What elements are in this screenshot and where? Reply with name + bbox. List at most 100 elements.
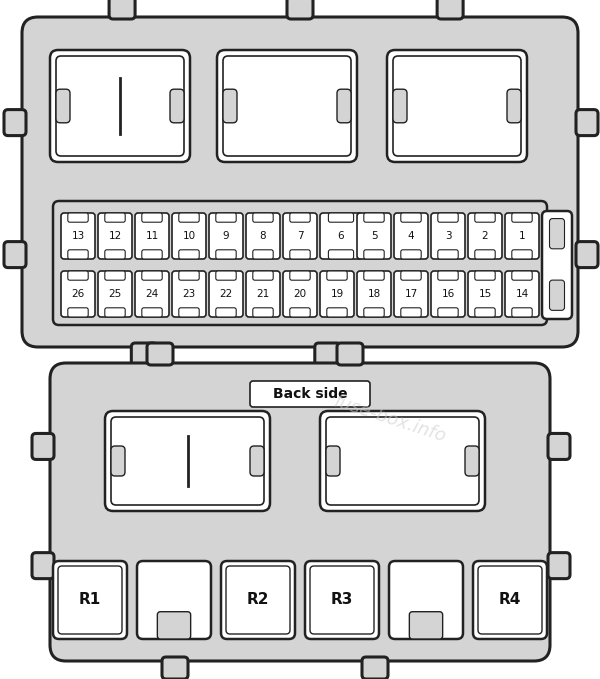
FancyBboxPatch shape	[223, 89, 237, 123]
FancyBboxPatch shape	[172, 213, 206, 259]
FancyBboxPatch shape	[53, 201, 547, 325]
FancyBboxPatch shape	[105, 411, 270, 511]
FancyBboxPatch shape	[283, 271, 317, 317]
FancyBboxPatch shape	[32, 553, 54, 579]
Text: 6: 6	[338, 231, 344, 241]
FancyBboxPatch shape	[68, 213, 88, 222]
FancyBboxPatch shape	[357, 213, 391, 259]
FancyBboxPatch shape	[512, 213, 532, 222]
FancyBboxPatch shape	[253, 271, 273, 280]
FancyBboxPatch shape	[137, 561, 211, 639]
FancyBboxPatch shape	[250, 381, 370, 407]
FancyBboxPatch shape	[548, 553, 570, 579]
FancyBboxPatch shape	[56, 89, 70, 123]
FancyBboxPatch shape	[468, 213, 502, 259]
FancyBboxPatch shape	[438, 308, 458, 317]
FancyBboxPatch shape	[401, 308, 421, 317]
FancyBboxPatch shape	[56, 56, 184, 156]
FancyBboxPatch shape	[326, 417, 479, 505]
FancyBboxPatch shape	[105, 308, 125, 317]
FancyBboxPatch shape	[320, 271, 354, 317]
FancyBboxPatch shape	[170, 89, 184, 123]
FancyBboxPatch shape	[550, 280, 565, 310]
FancyBboxPatch shape	[287, 0, 313, 19]
FancyBboxPatch shape	[221, 561, 295, 639]
FancyBboxPatch shape	[111, 417, 264, 505]
FancyBboxPatch shape	[576, 109, 598, 136]
FancyBboxPatch shape	[162, 657, 188, 679]
Text: 22: 22	[220, 289, 233, 299]
FancyBboxPatch shape	[512, 271, 532, 280]
Text: 5: 5	[371, 231, 377, 241]
Text: 10: 10	[182, 231, 196, 241]
FancyBboxPatch shape	[475, 308, 495, 317]
FancyBboxPatch shape	[475, 271, 495, 280]
FancyBboxPatch shape	[105, 213, 125, 222]
FancyBboxPatch shape	[217, 50, 357, 162]
FancyBboxPatch shape	[68, 308, 88, 317]
FancyBboxPatch shape	[131, 343, 157, 365]
FancyBboxPatch shape	[438, 250, 458, 259]
FancyBboxPatch shape	[438, 213, 458, 222]
FancyBboxPatch shape	[253, 250, 273, 259]
FancyBboxPatch shape	[364, 308, 384, 317]
FancyBboxPatch shape	[250, 446, 264, 476]
Text: 21: 21	[256, 289, 269, 299]
Text: 9: 9	[223, 231, 229, 241]
FancyBboxPatch shape	[111, 446, 125, 476]
FancyBboxPatch shape	[401, 250, 421, 259]
Text: R2: R2	[247, 593, 269, 608]
FancyBboxPatch shape	[179, 213, 199, 222]
FancyBboxPatch shape	[53, 561, 127, 639]
FancyBboxPatch shape	[157, 612, 191, 639]
FancyBboxPatch shape	[135, 271, 169, 317]
FancyBboxPatch shape	[438, 271, 458, 280]
Text: 8: 8	[260, 231, 266, 241]
FancyBboxPatch shape	[216, 250, 236, 259]
Text: R4: R4	[499, 593, 521, 608]
FancyBboxPatch shape	[465, 446, 479, 476]
Text: R1: R1	[79, 593, 101, 608]
FancyBboxPatch shape	[283, 213, 317, 259]
FancyBboxPatch shape	[505, 271, 539, 317]
FancyBboxPatch shape	[179, 250, 199, 259]
FancyBboxPatch shape	[98, 213, 132, 259]
FancyBboxPatch shape	[542, 211, 572, 319]
FancyBboxPatch shape	[507, 89, 521, 123]
FancyBboxPatch shape	[548, 433, 570, 460]
FancyBboxPatch shape	[326, 446, 340, 476]
FancyBboxPatch shape	[431, 271, 465, 317]
FancyBboxPatch shape	[179, 271, 199, 280]
Text: 1: 1	[518, 231, 526, 241]
FancyBboxPatch shape	[364, 250, 384, 259]
FancyBboxPatch shape	[362, 657, 388, 679]
FancyBboxPatch shape	[337, 89, 351, 123]
Text: 20: 20	[293, 289, 307, 299]
FancyBboxPatch shape	[387, 50, 527, 162]
FancyBboxPatch shape	[32, 433, 54, 460]
FancyBboxPatch shape	[105, 250, 125, 259]
FancyBboxPatch shape	[512, 308, 532, 317]
FancyBboxPatch shape	[209, 271, 243, 317]
Text: Back side: Back side	[272, 387, 347, 401]
FancyBboxPatch shape	[327, 271, 347, 280]
FancyBboxPatch shape	[246, 271, 280, 317]
FancyBboxPatch shape	[142, 213, 162, 222]
FancyBboxPatch shape	[179, 308, 199, 317]
FancyBboxPatch shape	[142, 308, 162, 317]
FancyBboxPatch shape	[315, 343, 341, 365]
FancyBboxPatch shape	[512, 250, 532, 259]
Text: 26: 26	[71, 289, 85, 299]
Text: 12: 12	[109, 231, 122, 241]
FancyBboxPatch shape	[431, 213, 465, 259]
FancyBboxPatch shape	[389, 561, 463, 639]
FancyBboxPatch shape	[290, 250, 310, 259]
FancyBboxPatch shape	[320, 411, 485, 511]
FancyBboxPatch shape	[320, 213, 362, 259]
FancyBboxPatch shape	[473, 561, 547, 639]
FancyBboxPatch shape	[209, 213, 243, 259]
FancyBboxPatch shape	[401, 271, 421, 280]
Text: R3: R3	[331, 593, 353, 608]
FancyBboxPatch shape	[105, 271, 125, 280]
FancyBboxPatch shape	[4, 109, 26, 136]
